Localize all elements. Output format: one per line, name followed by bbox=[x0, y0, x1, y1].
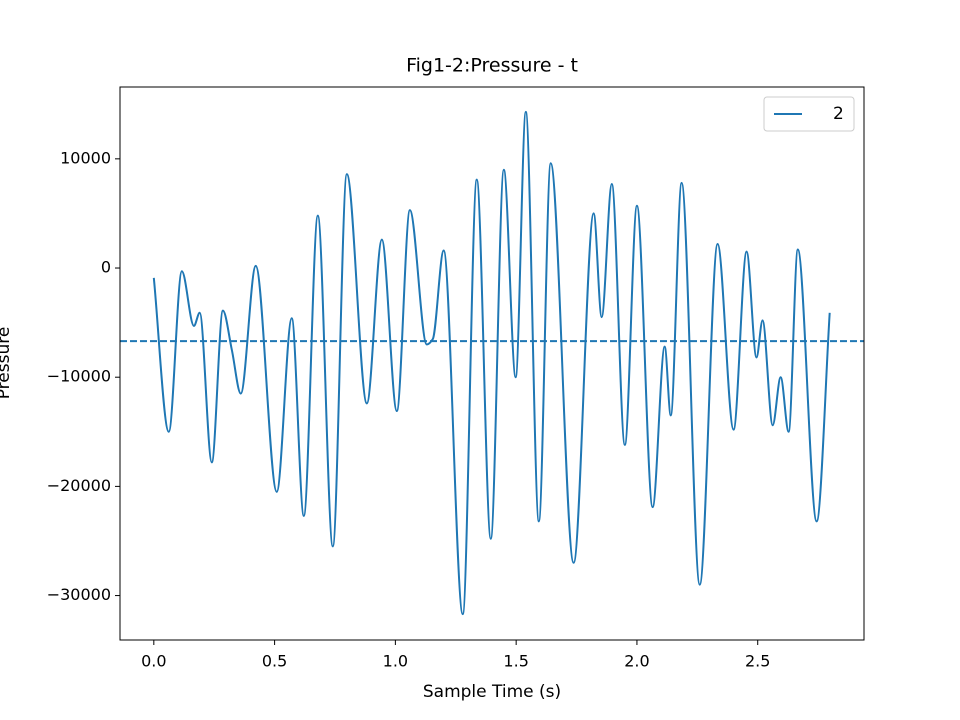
y-tick-label: 10000 bbox=[60, 148, 111, 167]
legend-box bbox=[763, 96, 855, 132]
x-tick-label: 0.5 bbox=[262, 652, 287, 671]
x-tick-label: 2.0 bbox=[624, 652, 649, 671]
x-axis-label: Sample Time (s) bbox=[423, 682, 561, 702]
plot-frame bbox=[119, 86, 865, 641]
chart-title: Fig1-2:Pressure - t bbox=[406, 55, 578, 77]
y-tick-label: −20000 bbox=[47, 476, 111, 495]
x-tick-label: 1.0 bbox=[383, 652, 408, 671]
y-axis-label: Pressure bbox=[0, 327, 14, 400]
legend-label: 2 bbox=[833, 104, 844, 124]
y-tick-label: −10000 bbox=[47, 367, 111, 386]
x-tick-label: 0.0 bbox=[141, 652, 166, 671]
y-tick-label: −30000 bbox=[47, 585, 111, 604]
y-tick-label: 0 bbox=[101, 258, 111, 277]
x-tick-label: 2.5 bbox=[745, 652, 770, 671]
data-line bbox=[152, 110, 831, 616]
x-tick-label: 1.5 bbox=[503, 652, 528, 671]
